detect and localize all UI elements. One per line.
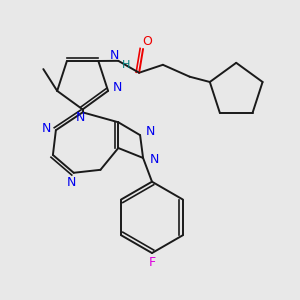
Text: N: N	[41, 122, 51, 135]
Text: N: N	[149, 153, 159, 167]
Text: N: N	[67, 176, 76, 189]
Text: H: H	[122, 60, 130, 70]
Text: F: F	[148, 256, 155, 269]
Text: N: N	[76, 111, 85, 124]
Text: N: N	[145, 125, 155, 138]
Text: O: O	[142, 34, 152, 47]
Text: N: N	[110, 50, 119, 62]
Text: N: N	[112, 81, 122, 94]
